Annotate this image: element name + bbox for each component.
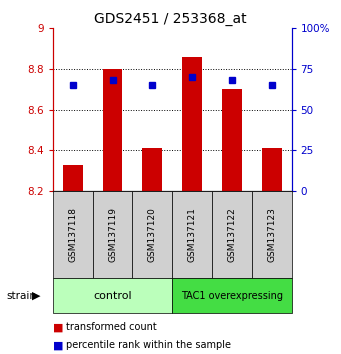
Bar <box>63 165 83 191</box>
Text: GSM137123: GSM137123 <box>267 207 276 262</box>
Text: TAC1 overexpressing: TAC1 overexpressing <box>181 291 283 301</box>
Text: ■: ■ <box>53 322 63 332</box>
Text: control: control <box>93 291 132 301</box>
Text: percentile rank within the sample: percentile rank within the sample <box>66 340 232 350</box>
Text: ■: ■ <box>53 340 63 350</box>
Bar <box>103 69 122 191</box>
Text: GSM137120: GSM137120 <box>148 207 157 262</box>
Text: GDS2451 / 253368_at: GDS2451 / 253368_at <box>94 12 247 27</box>
Bar <box>143 148 162 191</box>
Bar <box>182 57 202 191</box>
Bar <box>222 90 242 191</box>
Bar <box>262 148 282 191</box>
Text: GSM137122: GSM137122 <box>227 207 236 262</box>
Text: strain: strain <box>7 291 37 301</box>
Text: GSM137121: GSM137121 <box>188 207 197 262</box>
Text: GSM137119: GSM137119 <box>108 207 117 262</box>
Text: GSM137118: GSM137118 <box>68 207 77 262</box>
Text: transformed count: transformed count <box>66 322 157 332</box>
Text: ▶: ▶ <box>32 291 40 301</box>
